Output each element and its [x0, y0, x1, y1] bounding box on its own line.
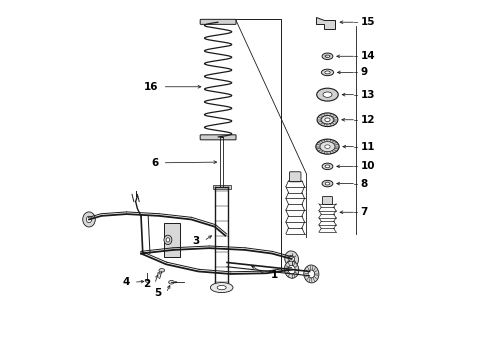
Polygon shape: [164, 223, 180, 257]
Ellipse shape: [288, 265, 295, 274]
Ellipse shape: [169, 280, 174, 284]
Ellipse shape: [321, 69, 334, 76]
Ellipse shape: [175, 282, 177, 283]
Ellipse shape: [166, 238, 170, 242]
Ellipse shape: [284, 261, 299, 278]
FancyBboxPatch shape: [200, 19, 236, 24]
Ellipse shape: [83, 212, 95, 227]
FancyBboxPatch shape: [322, 197, 333, 204]
Ellipse shape: [323, 92, 332, 97]
Text: 6: 6: [151, 158, 158, 168]
Ellipse shape: [325, 165, 330, 168]
Text: 1: 1: [271, 270, 278, 280]
FancyBboxPatch shape: [200, 135, 236, 140]
Ellipse shape: [159, 269, 165, 272]
Ellipse shape: [210, 283, 233, 293]
Text: 5: 5: [154, 288, 162, 298]
Text: 9: 9: [361, 67, 368, 77]
Text: 13: 13: [361, 90, 375, 100]
Ellipse shape: [146, 280, 149, 282]
Text: 3: 3: [192, 236, 199, 246]
Ellipse shape: [164, 235, 172, 244]
Polygon shape: [316, 17, 335, 30]
Ellipse shape: [304, 265, 319, 283]
Ellipse shape: [325, 71, 330, 74]
Ellipse shape: [317, 113, 338, 127]
Text: 8: 8: [361, 179, 368, 189]
Ellipse shape: [325, 145, 330, 148]
Ellipse shape: [217, 285, 226, 290]
Text: 7: 7: [361, 207, 368, 217]
Ellipse shape: [325, 118, 330, 122]
Ellipse shape: [325, 182, 330, 185]
Text: 11: 11: [361, 141, 375, 152]
Ellipse shape: [317, 88, 338, 101]
Text: 4: 4: [122, 277, 129, 287]
Ellipse shape: [86, 216, 92, 223]
Ellipse shape: [289, 255, 294, 262]
Text: 16: 16: [144, 82, 158, 92]
Ellipse shape: [285, 251, 298, 267]
Text: 12: 12: [361, 115, 375, 125]
Text: 15: 15: [361, 17, 375, 27]
Ellipse shape: [158, 273, 160, 274]
Ellipse shape: [325, 55, 330, 58]
Ellipse shape: [308, 270, 315, 278]
Ellipse shape: [316, 139, 339, 154]
Ellipse shape: [322, 163, 333, 170]
Ellipse shape: [322, 180, 333, 187]
FancyBboxPatch shape: [213, 185, 231, 189]
Text: 10: 10: [361, 161, 375, 171]
Text: 14: 14: [361, 51, 375, 61]
Ellipse shape: [321, 116, 334, 124]
Ellipse shape: [322, 53, 333, 59]
Text: 2: 2: [143, 279, 150, 289]
FancyBboxPatch shape: [290, 172, 301, 182]
Ellipse shape: [320, 141, 335, 152]
